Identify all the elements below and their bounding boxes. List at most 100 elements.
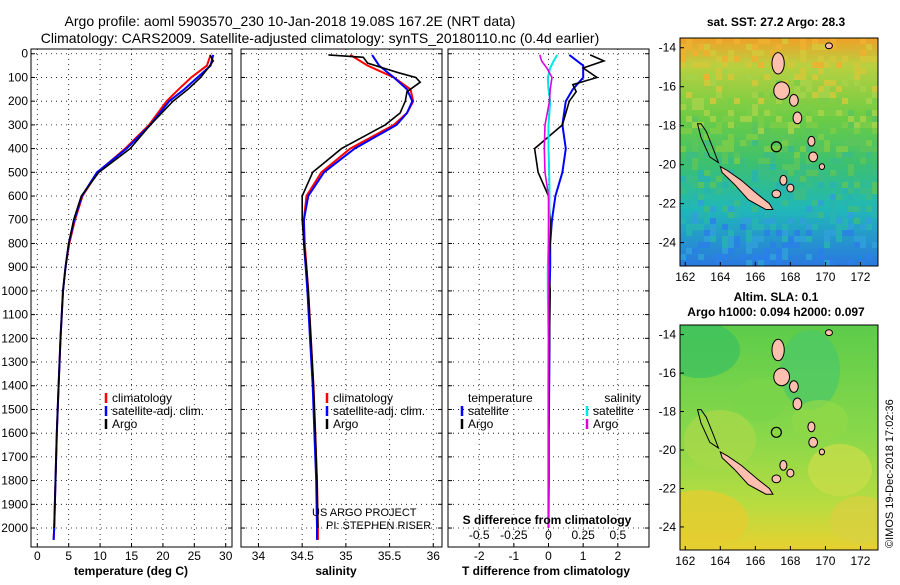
island — [771, 338, 785, 362]
island — [808, 436, 819, 448]
island — [792, 111, 803, 125]
x-tick-label: 1 — [580, 549, 587, 563]
legend-label-argo: Argo — [112, 417, 138, 431]
imos-credit: ©IMOS 19-Dec-2018 17:02:36 — [884, 399, 896, 548]
sst-map-title: sat. SST: 27.2 Argo: 28.3 — [707, 15, 846, 29]
series-line-argo — [53, 54, 215, 529]
s-diff-tick-label: 0 — [545, 528, 552, 542]
map-x-tick-label: 166 — [745, 270, 765, 284]
map-y-tick-label: -24 — [659, 520, 677, 534]
island — [824, 42, 833, 50]
sla-map-image — [680, 325, 878, 550]
reef-outline — [696, 123, 720, 164]
sla-map-title: Altim. SLA: 0.1 — [734, 290, 819, 304]
new-caledonia-landmass — [719, 450, 774, 495]
island — [779, 460, 788, 471]
sla-map-axes: 162 164 166 168 170 172 -14 -16 -18 -20 -22 -24 — [659, 328, 871, 568]
depth-tick-label: 1600 — [1, 426, 28, 440]
island — [807, 135, 816, 147]
x-tick-label: -1 — [509, 549, 520, 563]
map-x-tick-label: 170 — [815, 554, 835, 568]
x-tick-label: 34.5 — [290, 549, 314, 563]
island — [818, 448, 826, 456]
legend-label-s-argo: Argo — [593, 417, 619, 431]
island — [771, 189, 782, 199]
salinity-axis-label: salinity — [315, 564, 357, 578]
x-tick-label: 2 — [614, 549, 621, 563]
map-y-tick-label: -24 — [659, 236, 677, 250]
map-x-tick-label: 164 — [710, 270, 730, 284]
x-tick-label: 36 — [427, 549, 441, 563]
island — [771, 474, 782, 484]
depth-tick-label: 500 — [8, 165, 28, 179]
map-y-tick-label: -16 — [659, 366, 677, 380]
x-tick-label: -2 — [474, 549, 485, 563]
legend-title-salinity: salinity — [604, 391, 641, 405]
island — [824, 329, 833, 337]
map-x-tick-label: 166 — [745, 554, 765, 568]
depth-tick-label: 200 — [8, 94, 28, 108]
t-difference-axis-label: T difference from climatology — [462, 564, 630, 578]
x-tick-label: 15 — [125, 549, 139, 563]
map-y-tick-label: -22 — [659, 481, 677, 495]
island — [789, 94, 799, 107]
map-x-tick-label: 162 — [675, 270, 695, 284]
pi-annotation: PI: STEPHEN RISER — [326, 520, 431, 532]
legend-label-s-satellite: satellite — [593, 404, 634, 418]
salinity-plot-frame — [240, 48, 443, 548]
x-tick-label: 0 — [34, 549, 41, 563]
map-y-tick-label: -20 — [659, 443, 677, 457]
island — [792, 397, 803, 411]
depth-tick-label: 1300 — [1, 355, 28, 369]
depth-axis: 0 100 200 300 400 500 600 700 800 900 1000 1100 1200… — [1, 47, 28, 535]
sst-map-coastline — [696, 42, 833, 210]
island — [807, 421, 816, 433]
new-caledonia-landmass — [719, 165, 774, 210]
island — [786, 468, 795, 478]
s-diff-tick-label: -0.5 — [469, 528, 490, 542]
map-x-tick-label: 164 — [710, 554, 730, 568]
depth-tick-label: 1400 — [1, 379, 28, 393]
depth-tick-label: 1500 — [1, 402, 28, 416]
x-tick-label: 10 — [93, 549, 107, 563]
legend-label-satellite-adj: satellite-adj. clim. — [112, 404, 204, 418]
argo-position-marker — [770, 426, 782, 438]
series-line-climatology — [52, 54, 212, 540]
s-difference-axis-label: S difference from climatology — [463, 513, 632, 527]
project-annotation: US ARGO PROJECT — [312, 507, 417, 519]
sst-map-axes: 162 164 166 168 170 172 -14 -16 -18 -20 -22 -24 — [659, 41, 871, 284]
depth-tick-label: 800 — [8, 236, 28, 250]
depth-tick-label: 2000 — [1, 521, 28, 535]
map-x-tick-label: 172 — [850, 270, 870, 284]
depth-tick-label: 1800 — [1, 474, 28, 488]
series-line-argo-salinity- — [539, 54, 553, 528]
s-diff-tick-label: -0.25 — [500, 528, 528, 542]
map-x-tick-label: 162 — [675, 554, 695, 568]
figure-title-line1: Argo profile: aoml 5903570_230 10-Jan-20… — [65, 13, 516, 29]
legend-label-satellite-adj: satellite-adj. clim. — [333, 404, 425, 418]
salinity-plot: 34 34.5 35 35.5 36 climatologysatellite-adj. … — [241, 49, 442, 563]
island — [808, 151, 819, 163]
map-y-tick-label: -18 — [659, 119, 677, 133]
x-tick-label: 20 — [156, 549, 170, 563]
legend-label-t-satellite: satellite — [468, 404, 509, 418]
depth-tick-label: 400 — [8, 142, 28, 156]
depth-tick-label: 600 — [8, 189, 28, 203]
map-y-tick-label: -22 — [659, 197, 677, 211]
map-x-tick-label: 170 — [815, 270, 835, 284]
depth-tick-label: 0 — [21, 47, 28, 61]
series-line-argo — [301, 54, 422, 529]
sst-map-image — [680, 38, 878, 266]
depth-tick-label: 1700 — [1, 450, 28, 464]
map-y-tick-label: -18 — [659, 405, 677, 419]
map-y-tick-label: -14 — [659, 41, 677, 55]
x-tick-label: 0 — [545, 549, 552, 563]
legend-label-t-argo: Argo — [468, 417, 494, 431]
legend-title-temperature: temperature — [468, 391, 533, 405]
x-tick-label: 34 — [252, 549, 266, 563]
difference-plot: -2 -1 0 1 2-0.5 -0.25 0 0.25 0.5temperaturesatel… — [448, 49, 649, 563]
island — [773, 81, 791, 100]
island — [771, 52, 785, 75]
